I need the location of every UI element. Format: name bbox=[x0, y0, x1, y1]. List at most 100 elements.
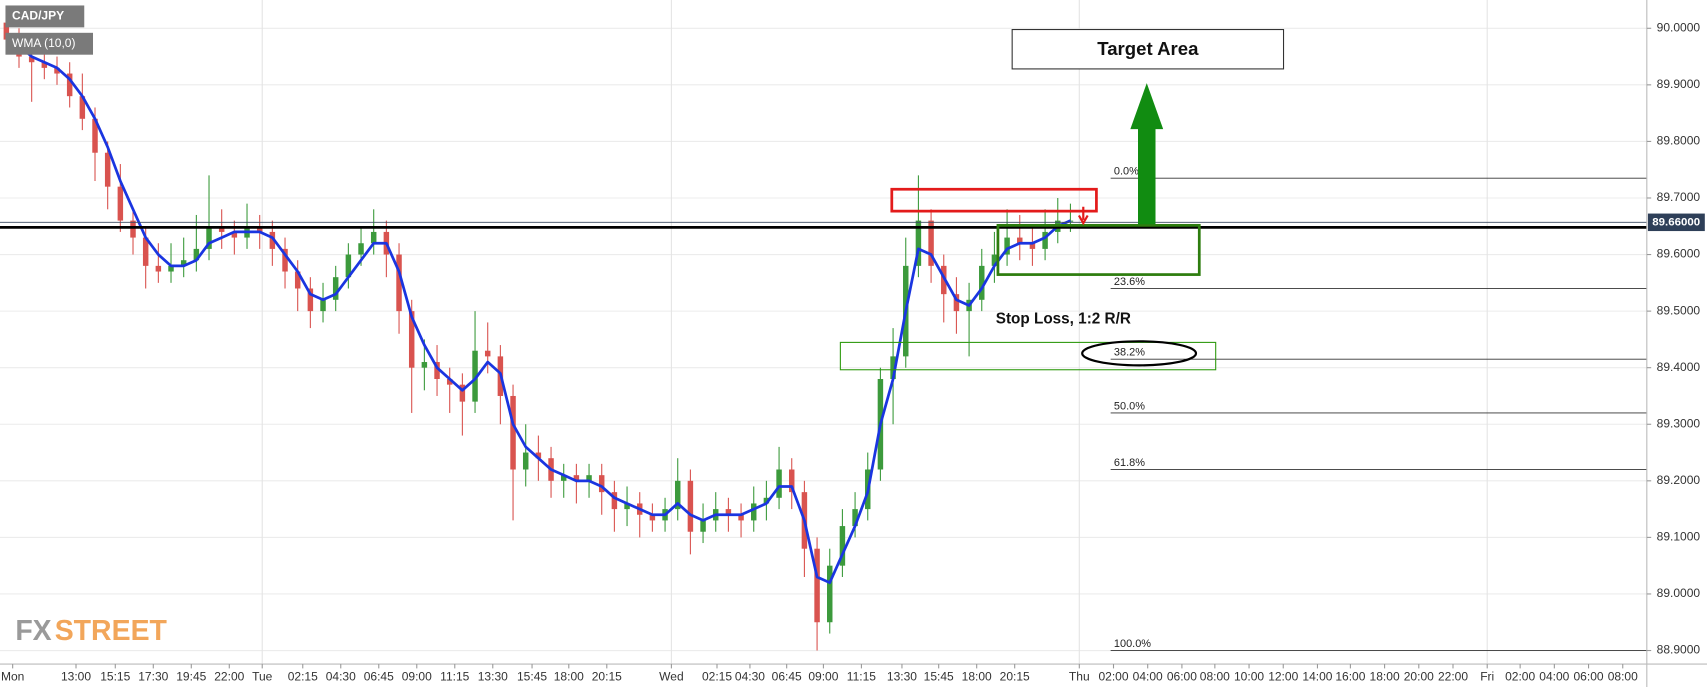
x-tick-label: 06:00 bbox=[1574, 669, 1604, 683]
candle-body bbox=[396, 254, 402, 312]
stop-box bbox=[839, 341, 1217, 371]
x-tick-label: 04:30 bbox=[735, 669, 765, 683]
candle-body bbox=[41, 62, 48, 68]
candle-body bbox=[915, 220, 922, 266]
y-tick-label: 89.9000 bbox=[1657, 77, 1701, 91]
candle-body bbox=[611, 492, 618, 510]
candle-body bbox=[700, 520, 706, 532]
x-tick-label: 04:00 bbox=[1539, 669, 1569, 683]
y-tick-label: 89.1000 bbox=[1657, 530, 1701, 544]
candle-body bbox=[624, 503, 630, 510]
candle-body bbox=[370, 231, 377, 244]
x-tick-label: 06:45 bbox=[772, 669, 802, 683]
brand-fx: FX bbox=[15, 615, 51, 647]
candle-body bbox=[1017, 237, 1023, 244]
x-tick-label: 09:00 bbox=[402, 669, 432, 683]
x-tick-label: 20:15 bbox=[592, 669, 622, 683]
candle-body bbox=[535, 452, 542, 459]
candle-body bbox=[142, 237, 149, 266]
target-label: Target Area bbox=[1097, 38, 1199, 59]
x-tick-label: 04:30 bbox=[326, 669, 356, 683]
x-tick-label: 02:15 bbox=[702, 669, 732, 683]
candle-body bbox=[953, 294, 960, 312]
fib-label: 38.2% bbox=[1114, 347, 1145, 359]
y-tick-label: 88.9000 bbox=[1657, 643, 1701, 657]
candle-body bbox=[269, 231, 276, 249]
x-tick-label: 06:00 bbox=[1167, 669, 1197, 683]
x-tick-label: 13:30 bbox=[887, 669, 917, 683]
x-tick-label: 16:00 bbox=[1335, 669, 1365, 683]
fib-label: 100.0% bbox=[1114, 638, 1151, 650]
y-tick-label: 89.2000 bbox=[1657, 473, 1701, 487]
candle-body bbox=[54, 67, 60, 74]
y-tick-label: 89.7000 bbox=[1657, 190, 1701, 204]
legend-label: WMA (10,0) bbox=[12, 36, 75, 50]
candle-body bbox=[180, 260, 187, 266]
candle-body bbox=[117, 186, 124, 221]
legend-badge bbox=[5, 32, 94, 55]
candle-body bbox=[294, 271, 301, 289]
fib-label: 0.0% bbox=[1114, 166, 1139, 178]
last-price-label: 89.66000 bbox=[1652, 216, 1700, 228]
y-tick-label: 90.0000 bbox=[1657, 20, 1701, 34]
x-tick-label: 17:30 bbox=[138, 669, 168, 683]
x-tick-label: 15:45 bbox=[924, 669, 954, 683]
x-tick-label: 02:00 bbox=[1505, 669, 1535, 683]
candle-body bbox=[763, 497, 770, 504]
candle-body bbox=[421, 362, 428, 368]
candle-body bbox=[573, 475, 580, 481]
candle-body bbox=[1004, 237, 1010, 255]
x-tick-label: 08:00 bbox=[1608, 669, 1638, 683]
candle-body bbox=[751, 503, 757, 521]
candle-body bbox=[66, 73, 73, 97]
y-tick-label: 89.6000 bbox=[1657, 247, 1701, 261]
x-tick-label: 22:00 bbox=[214, 669, 244, 683]
candle-body bbox=[282, 248, 288, 272]
candle-body bbox=[484, 350, 491, 357]
x-tick-label: Wed bbox=[659, 669, 684, 683]
x-tick-label: 18:00 bbox=[554, 669, 584, 683]
symbol-badge bbox=[5, 5, 85, 28]
stop-loss-label: Stop Loss, 1:2 R/R bbox=[996, 310, 1131, 327]
x-tick-label: 06:45 bbox=[364, 669, 394, 683]
candle-body bbox=[890, 356, 896, 380]
candle-body bbox=[649, 514, 656, 521]
axes: 90.0000 89.9000 89.8000 89.7000 89.6000 89.50… bbox=[1, 20, 1705, 683]
candle-body bbox=[206, 226, 212, 249]
candle-body bbox=[28, 56, 35, 63]
y-tick-label: 89.5000 bbox=[1657, 303, 1701, 317]
candle-body bbox=[839, 526, 846, 566]
candle-body bbox=[307, 288, 314, 312]
x-tick-label: 15:15 bbox=[100, 669, 130, 683]
candle-body bbox=[92, 118, 98, 153]
candle-body bbox=[510, 395, 516, 470]
x-tick-label: 18:00 bbox=[962, 669, 992, 683]
wma-line bbox=[5, 32, 1071, 585]
candle-body bbox=[776, 469, 782, 498]
x-tick-label: 20:15 bbox=[1000, 669, 1030, 683]
candle-body bbox=[560, 475, 567, 481]
candle-body bbox=[1029, 243, 1036, 249]
fibonacci: 0.0% 23.6% 38.2% 50.0% 61.8% 100.0% bbox=[1110, 166, 1647, 651]
x-tick-label: 08:00 bbox=[1200, 669, 1230, 683]
candle-body bbox=[193, 248, 200, 261]
x-tick-label: Tue bbox=[252, 669, 273, 683]
candle-body bbox=[434, 362, 440, 380]
candle-body bbox=[104, 152, 111, 187]
candle-body bbox=[256, 226, 263, 232]
candle-body bbox=[168, 265, 174, 272]
x-tick-label: 02:00 bbox=[1098, 669, 1128, 683]
candle-body bbox=[446, 379, 453, 385]
candle-body bbox=[941, 265, 947, 295]
candle-body bbox=[1042, 231, 1048, 249]
candle-body bbox=[320, 299, 326, 312]
last-price-badge bbox=[1647, 213, 1705, 232]
candle-body bbox=[332, 277, 339, 300]
lines bbox=[0, 32, 1647, 585]
brand-street: STREET bbox=[55, 615, 168, 647]
candle-body bbox=[231, 231, 238, 238]
candle-body bbox=[928, 220, 934, 266]
candle-body bbox=[218, 226, 225, 232]
candle-body bbox=[345, 254, 352, 278]
